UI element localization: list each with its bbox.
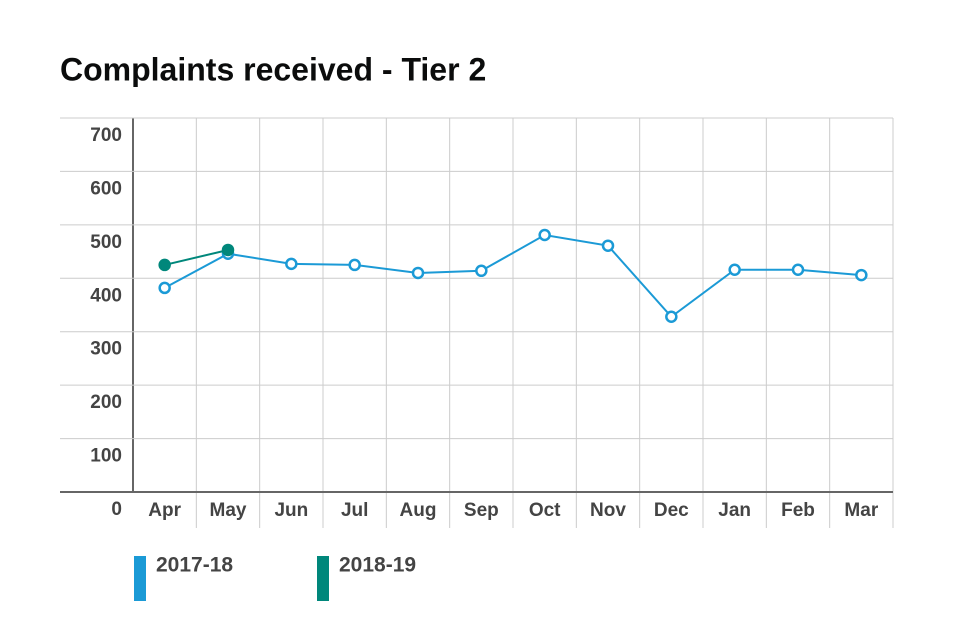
x-tick-label: Sep [464, 500, 499, 521]
point [475, 264, 488, 278]
x-tick-label: May [210, 500, 247, 521]
point [855, 268, 868, 282]
legend-swatch [134, 556, 146, 601]
x-tick-label: Apr [148, 500, 181, 521]
point [665, 310, 678, 324]
x-tick-label: Jun [274, 500, 308, 521]
point [221, 243, 235, 257]
point [411, 266, 425, 280]
y-tick-label: 0 [111, 499, 122, 520]
x-tick-label: Mar [844, 500, 878, 521]
point [728, 263, 741, 276]
y-tick-label: 700 [90, 125, 122, 146]
point [348, 258, 361, 272]
point [158, 281, 171, 295]
x-tick-label: Nov [590, 500, 626, 521]
point [601, 239, 615, 252]
x-tick-label: Aug [400, 500, 437, 521]
y-tick-label: 400 [90, 285, 122, 306]
series-line [164, 233, 862, 319]
x-tick-label: Jan [718, 500, 751, 521]
y-tick-label: 100 [90, 446, 122, 467]
series-line [164, 248, 229, 266]
x-tick-label: Oct [529, 500, 561, 521]
chart-title: Complaints received - Tier 2 [60, 51, 486, 87]
point [791, 263, 805, 276]
x-tick-label: Feb [781, 500, 815, 521]
point [538, 228, 551, 242]
legend-label: 2017-18 [156, 554, 233, 577]
y-tick-label: 500 [90, 232, 122, 253]
legend-label: 2018-19 [339, 554, 416, 577]
y-tick-label: 200 [90, 392, 122, 413]
x-tick-label: Jul [341, 500, 368, 521]
point [158, 258, 171, 272]
x-tick-label: Dec [654, 500, 689, 521]
legend-swatch [317, 556, 329, 601]
point [285, 257, 298, 271]
y-tick-label: 600 [90, 178, 122, 199]
y-tick-label: 300 [90, 339, 122, 360]
